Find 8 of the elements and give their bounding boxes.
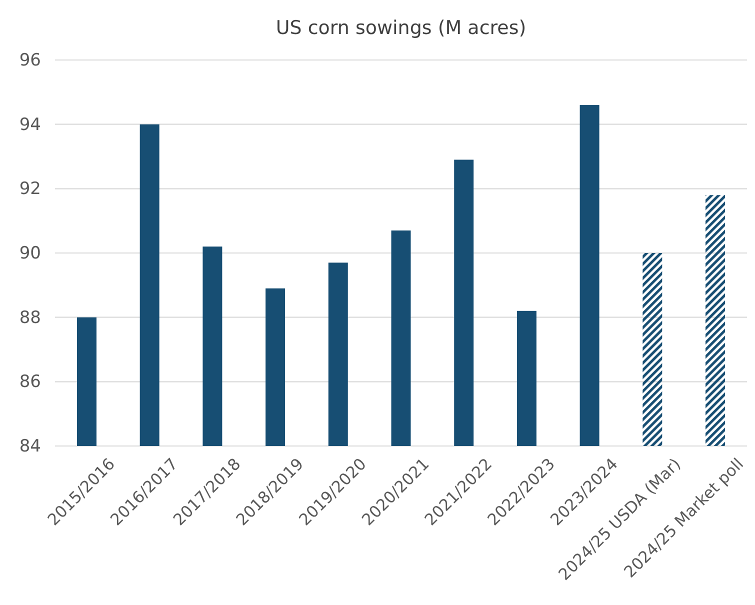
y-tick-label: 90	[19, 243, 41, 264]
y-tick-label: 86	[19, 372, 41, 392]
y-tick-label: 84	[19, 436, 41, 456]
y-tick-label: 92	[19, 179, 41, 200]
y-tick-label: 88	[19, 308, 41, 328]
y-tick-label: 94	[19, 114, 41, 135]
y-tick-label: 96	[19, 50, 41, 70]
chart-title: US corn sowings (M acres)	[276, 17, 526, 39]
